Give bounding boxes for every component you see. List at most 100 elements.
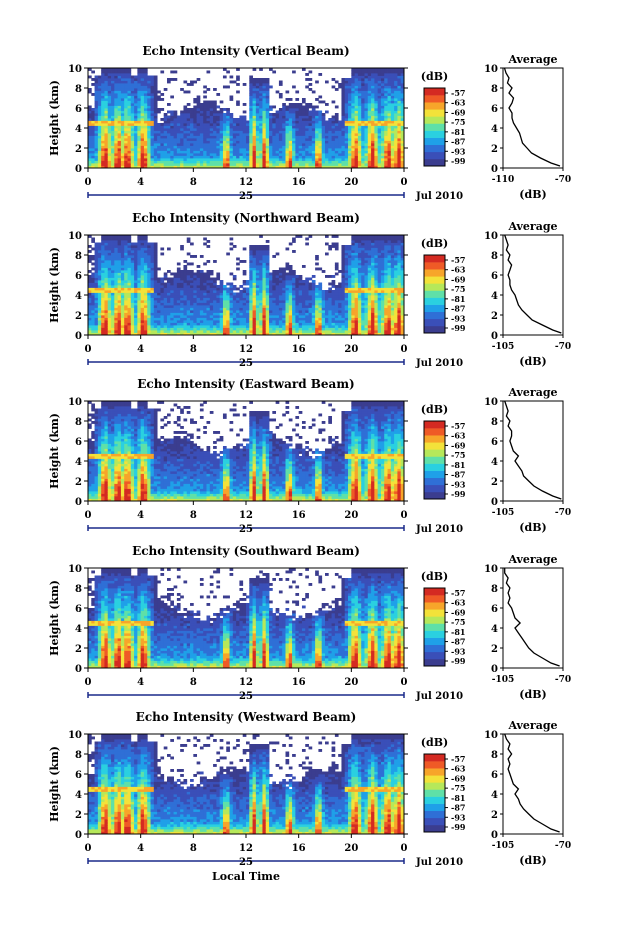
heatmap-cell: [236, 305, 240, 308]
heatmap-cell: [190, 300, 194, 303]
heatmap-cell: [111, 327, 115, 331]
heatmap-cell: [229, 113, 234, 116]
heatmap-cell: [213, 145, 217, 149]
heatmap-cell: [170, 315, 174, 318]
heatmap-cell: [167, 135, 171, 139]
heatmap-cell: [394, 83, 398, 86]
heatmap-cell: [107, 130, 112, 134]
heatmap-cell: [137, 148, 142, 151]
heatmap-cell: [367, 73, 372, 76]
heatmap-cell: [288, 105, 293, 109]
heatmap-cell: [318, 133, 323, 136]
colorbar-frame: [423, 87, 446, 167]
heatmap-cell: [285, 312, 290, 316]
heatmap-cell: [371, 113, 375, 116]
heatmap-cell: [117, 113, 122, 116]
heatmap-cell: [222, 310, 227, 313]
heatmap-cell: [255, 260, 260, 263]
heatmap-cell: [173, 307, 178, 311]
heatmap-cell: [400, 103, 405, 106]
heatmap-cell: [206, 70, 211, 74]
heatmap-cell: [305, 145, 309, 149]
heatmap-cell: [278, 108, 283, 111]
heatmap-cell: [97, 290, 102, 293]
heatmap-cell: [229, 287, 234, 291]
heatmap-cell: [229, 312, 234, 316]
heatmap-cell: [265, 133, 270, 136]
heatmap-cell: [255, 292, 260, 296]
heatmap-cell: [278, 292, 283, 296]
heatmap-cell: [203, 272, 207, 276]
heatmap-cell: [278, 83, 283, 86]
heatmap-cell: [203, 100, 207, 104]
heatmap-cell: [262, 90, 267, 94]
heatmap-cell: [380, 105, 385, 109]
heatmap-cell: [354, 118, 359, 121]
heatmap-cell: [394, 158, 398, 161]
heatmap-cell: [367, 128, 372, 131]
heatmap-cell: [153, 80, 158, 84]
heatmap-cell: [272, 70, 277, 74]
heatmap-cell: [226, 155, 230, 159]
heatmap-cell: [226, 118, 230, 121]
heatmap-cell: [232, 118, 237, 121]
heatmap-cell: [160, 98, 165, 101]
heatmap-cell: [88, 300, 92, 303]
heatmap-cell: [272, 120, 277, 124]
heatmap-cell: [354, 110, 359, 114]
heatmap-cell: [295, 110, 300, 114]
heatmap-cell: [127, 125, 132, 129]
heatmap-cell: [229, 292, 234, 296]
heatmap-cell: [124, 78, 128, 81]
heatmap-cell: [147, 252, 151, 256]
heatmap-cell: [351, 93, 356, 96]
heatmap-cell: [265, 98, 270, 101]
heatmap-cell: [213, 325, 217, 328]
heatmap-cell: [206, 297, 211, 301]
heatmap-cell: [390, 70, 395, 74]
heatmap-cell: [183, 133, 188, 136]
heatmap-cell: [278, 317, 283, 321]
heatmap-cell: [285, 145, 290, 149]
heatmap-cell: [252, 280, 257, 283]
heatmap-cell: [104, 110, 109, 114]
heatmap-cell: [374, 120, 379, 124]
heatmap-cell: [219, 120, 224, 124]
heatmap-cell: [143, 277, 148, 281]
heatmap-cell: [193, 295, 198, 298]
heatmap-cell: [137, 163, 142, 166]
heatmap-cell: [124, 330, 128, 333]
heatmap-cell: [222, 160, 227, 164]
heatmap-cell: [150, 260, 155, 263]
heatmap-cell: [124, 85, 128, 89]
heatmap-cell: [288, 98, 293, 101]
heatmap-cell: [216, 330, 221, 333]
heatmap-cell: [252, 98, 257, 101]
heatmap-cell: [107, 245, 112, 248]
heatmap-cell: [249, 115, 253, 119]
heatmap-cell: [318, 130, 323, 134]
heatmap-cell: [305, 123, 309, 126]
heatmap-cell: [127, 150, 132, 154]
heatmap-cell: [196, 163, 201, 166]
heatmap-cell: [242, 302, 247, 306]
heatmap-cell: [295, 163, 300, 166]
heatmap-cell: [295, 108, 300, 111]
heatmap-cell: [397, 145, 402, 149]
heatmap-cell: [259, 280, 263, 283]
heatmap-cell: [104, 267, 109, 271]
heatmap-cell: [226, 317, 230, 321]
heatmap-cell: [193, 153, 198, 156]
heatmap-cell: [117, 272, 122, 276]
heatmap-cell: [199, 315, 204, 318]
heatmap-cell: [348, 108, 352, 111]
heatmap-cell: [232, 312, 237, 316]
heatmap-cell: [107, 75, 112, 79]
heatmap-cell: [134, 325, 138, 328]
heatmap-cell: [170, 327, 174, 331]
y-axis-label: Height (km): [48, 80, 61, 156]
heatmap-cell: [167, 80, 171, 84]
heatmap-cell: [377, 140, 382, 144]
heatmap-cell: [134, 297, 138, 301]
heatmap-cell: [203, 300, 207, 303]
